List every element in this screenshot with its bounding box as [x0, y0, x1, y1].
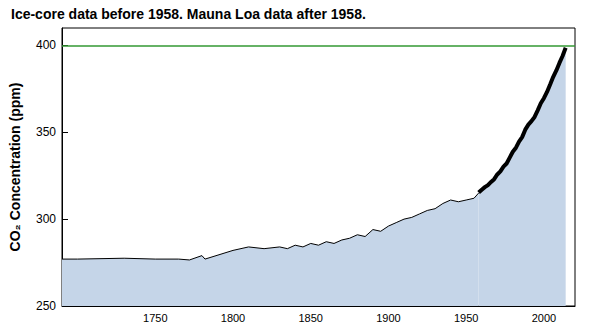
svg-text:350: 350 — [36, 125, 56, 139]
svg-text:400: 400 — [36, 38, 56, 52]
svg-text:1750: 1750 — [143, 312, 167, 324]
svg-text:2000: 2000 — [532, 312, 556, 324]
svg-text:250: 250 — [36, 299, 56, 313]
svg-text:Ice-core data before 1958. Mau: Ice-core data before 1958. Mauna Loa dat… — [11, 6, 366, 22]
svg-text:1850: 1850 — [298, 312, 322, 324]
svg-text:1950: 1950 — [454, 312, 478, 324]
svg-text:1800: 1800 — [221, 312, 245, 324]
svg-text:300: 300 — [36, 212, 56, 226]
svg-text:CO₂ Concentration (ppm): CO₂ Concentration (ppm) — [7, 83, 23, 252]
svg-text:1900: 1900 — [376, 312, 400, 324]
